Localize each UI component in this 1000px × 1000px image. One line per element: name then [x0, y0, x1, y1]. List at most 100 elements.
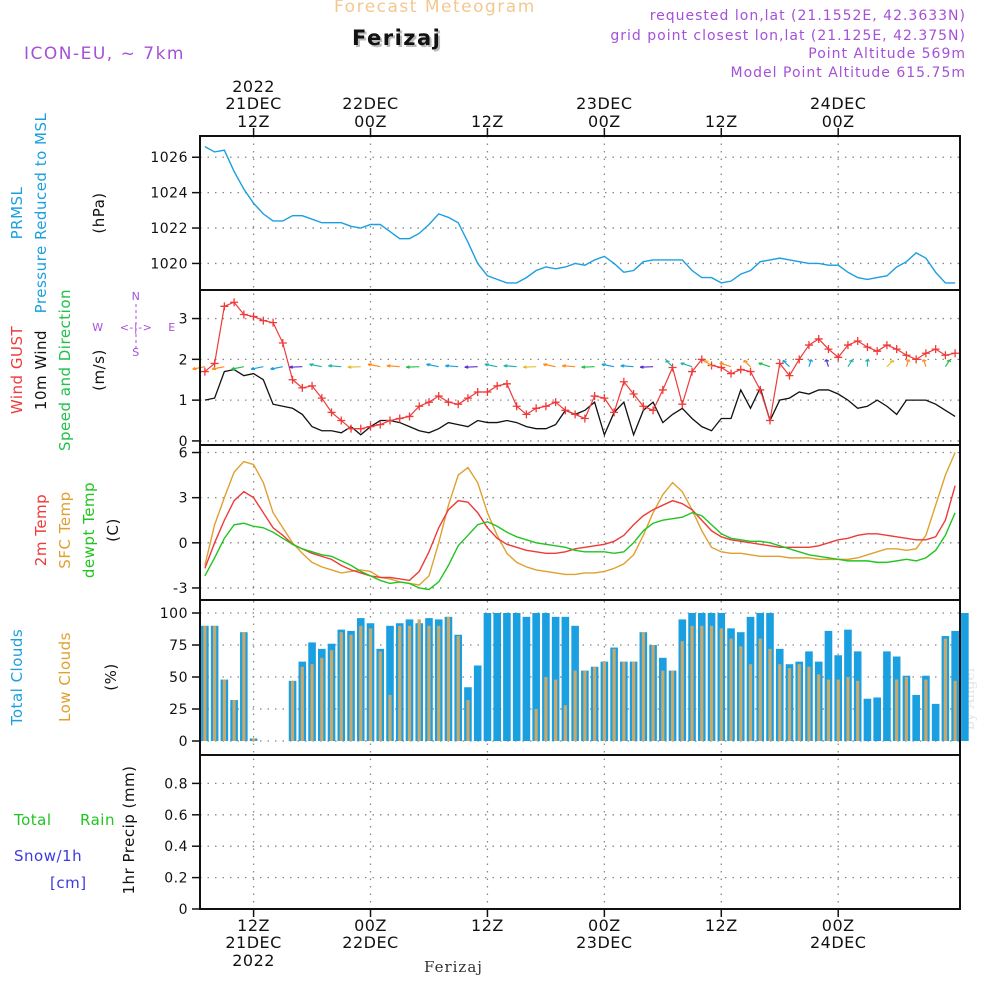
gust-marker [386, 416, 394, 425]
gust-marker [493, 381, 502, 390]
pressure-unit-label: (hPa) [90, 192, 108, 233]
wind-arrow-head [946, 359, 952, 363]
total-cloud-bar [493, 613, 501, 741]
low-cloud-bar [924, 679, 928, 741]
low-cloud-bar [748, 664, 753, 741]
wind-direction-arrow [250, 366, 264, 370]
axes [192, 128, 961, 917]
wind-direction-arrow [680, 362, 693, 368]
wind-arrow-head [484, 363, 489, 367]
gust-marker [902, 351, 911, 360]
gust-marker [551, 398, 560, 407]
low-cloud-bar [320, 657, 324, 741]
gust-marker [571, 410, 580, 419]
low-cloud-bar [242, 632, 246, 741]
low-cloud-bar [612, 648, 616, 741]
grid-lines [200, 136, 960, 910]
gust-marker [259, 316, 268, 325]
low-cloud-bar [709, 625, 714, 741]
gust-marker [931, 345, 940, 354]
wind-arrow-head [601, 363, 606, 367]
wind-arrow-head [704, 359, 709, 363]
low-cloud-bar [690, 625, 694, 741]
wind-direction-arrow [562, 365, 576, 368]
gust-marker [376, 420, 385, 429]
bottom-hour-label: 12Z [237, 916, 270, 935]
low-cloud-bar [651, 645, 655, 741]
low-cloud-bar [310, 664, 314, 741]
wind-direction-arrow [484, 363, 498, 368]
bottom-date-label: 22DEC [342, 933, 398, 952]
axis-labels: 10201022102410260123-3036025507510000.20… [8, 77, 866, 970]
wind-dir-label: Speed and Direction [56, 289, 74, 451]
bottom-hour-label: 00Z [354, 916, 387, 935]
low-cloud-bar [437, 625, 441, 741]
panel-frame [199, 289, 961, 446]
total-cloud-bar [551, 616, 560, 741]
wind-unit-label: (m/s) [90, 349, 108, 391]
wind-direction-arrow [944, 359, 951, 368]
temp-dewpt-label: dewpt Temp [80, 482, 98, 578]
low-cloud-bar [544, 677, 548, 741]
gust-marker [678, 400, 687, 409]
gust-marker [649, 406, 658, 415]
low-cloud-bar [427, 625, 431, 741]
total-cloud-bar [483, 613, 492, 741]
prmsl-desc-label: Pressure Reduced to MSL [32, 112, 50, 313]
gust-marker [327, 408, 336, 417]
low-cloud-bar [349, 634, 353, 741]
low-cloud-bar [378, 651, 382, 741]
wind-arrow-head [889, 359, 895, 363]
gust-marker [951, 349, 960, 358]
wind-direction-arrow [543, 363, 556, 368]
low-cloud-bar [222, 679, 226, 741]
wind-arrow-head [639, 365, 644, 369]
gust-marker [239, 310, 248, 319]
wind-direction-arrow [782, 360, 790, 368]
total-cloud-bar [522, 616, 531, 741]
temp-tick-label: 3 [179, 491, 188, 507]
top-date-label: 21DEC [225, 94, 281, 113]
low-cloud-bar [895, 679, 899, 741]
wind-arrow-head [445, 364, 450, 368]
wind-direction-arrow [719, 362, 732, 368]
wind-arrow-head [665, 359, 670, 363]
wind-arrow-head [367, 363, 373, 367]
wind-direction-arrow [923, 359, 927, 367]
gust-marker [415, 402, 424, 411]
sfc-temp-line [204, 452, 956, 586]
gust-marker [541, 402, 550, 411]
gust-marker [269, 318, 278, 327]
wind-arrow-head [406, 365, 410, 369]
total-cloud-bar [912, 694, 920, 741]
top-hour-label: 12Z [237, 112, 270, 131]
gust-marker [619, 377, 628, 386]
wind-arrow-head [719, 362, 724, 366]
compass-arrow-label: <-|-> [120, 321, 153, 334]
low-cloud-bar [466, 700, 470, 741]
temp-2m-label: 2m Temp [32, 494, 50, 566]
gust-marker [863, 343, 872, 352]
total-cloud-bar [503, 613, 511, 741]
total-cloud-bar [561, 616, 570, 741]
low-cloud-bar [904, 677, 909, 741]
compass-w-label: W [92, 321, 103, 334]
total-precip-label: Total [13, 811, 52, 829]
pressure-tick-label: 1024 [150, 186, 188, 202]
wind-arrow-head [464, 365, 469, 369]
bottom-date-label: 24DEC [810, 933, 866, 952]
gust-marker [658, 385, 667, 394]
wind-arrow-head [543, 363, 548, 367]
low-cloud-bar [232, 700, 236, 741]
gust-marker [356, 424, 365, 433]
clouds-tick-label: 0 [179, 734, 188, 750]
top-year-label: 2022 [232, 77, 275, 96]
top-hour-label: 12Z [705, 112, 738, 131]
bottom-hour-label: 00Z [822, 916, 855, 935]
gust-marker [590, 392, 599, 401]
gust-marker [230, 298, 239, 307]
low-cloud-bar [251, 738, 256, 741]
low-cloud-bar [388, 694, 392, 741]
gust-marker [912, 355, 921, 364]
